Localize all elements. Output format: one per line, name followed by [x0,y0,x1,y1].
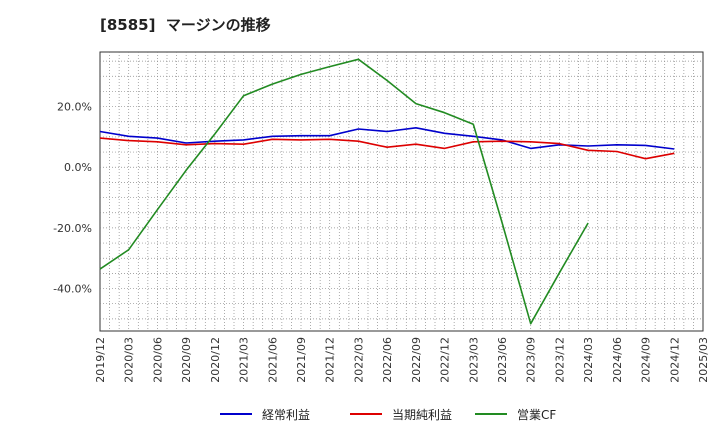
x-tick-label: 2021/09 [295,337,308,383]
x-tick-label: 2020/06 [151,337,164,383]
y-tick-label: 20.0% [57,101,92,114]
x-tick-label: 2024/12 [668,337,681,383]
x-tick-label: 2024/09 [640,337,653,383]
plot-frame [99,51,704,332]
y-tick-labels: 20.0% 0.0% -20.0% -40.0% [53,101,92,296]
x-tick-label: 2023/09 [525,337,538,383]
x-tick-label: 2022/09 [410,337,423,383]
x-tick-label: 2021/06 [266,337,279,383]
legend: 経常利益 当期純利益 営業CF [220,408,556,422]
x-tick-label: 2025/03 [697,337,710,383]
y-tick-label: -20.0% [53,222,92,235]
x-tick-label: 2021/03 [238,337,251,383]
series-line-1 [99,137,675,160]
x-tick-label: 2023/12 [553,337,566,383]
x-tick-label: 2023/03 [467,337,480,383]
series-line-2 [99,58,589,325]
x-tick-labels: 2019/12 2020/03 2020/06 2020/09 2020/12 2021/… [94,337,710,383]
x-tick-label: 2020/12 [209,337,222,383]
series-line-0 [99,127,675,150]
legend-label: 経常利益 [262,408,310,422]
x-tick-label: 2024/03 [582,337,595,383]
legend-label: 営業CF [517,408,556,422]
x-tick-label: 2020/03 [123,337,136,383]
plot-background [99,51,704,332]
x-tick-label: 2023/06 [496,337,509,383]
x-tick-label: 2020/09 [180,337,193,383]
legend-label: 当期純利益 [392,408,452,422]
y-tick-label: -40.0% [53,283,92,296]
x-tick-label: 2019/12 [94,337,107,383]
x-tick-label: 2024/06 [611,337,624,383]
x-tick-label: 2022/03 [352,337,365,383]
x-tick-label: 2022/06 [381,337,394,383]
chart-title: [8585] マージンの推移 [100,16,271,34]
x-tick-label: 2021/12 [324,337,337,383]
x-tick-label: 2022/12 [439,337,452,383]
y-tick-label: 0.0% [64,161,92,174]
series-lines [99,58,675,325]
